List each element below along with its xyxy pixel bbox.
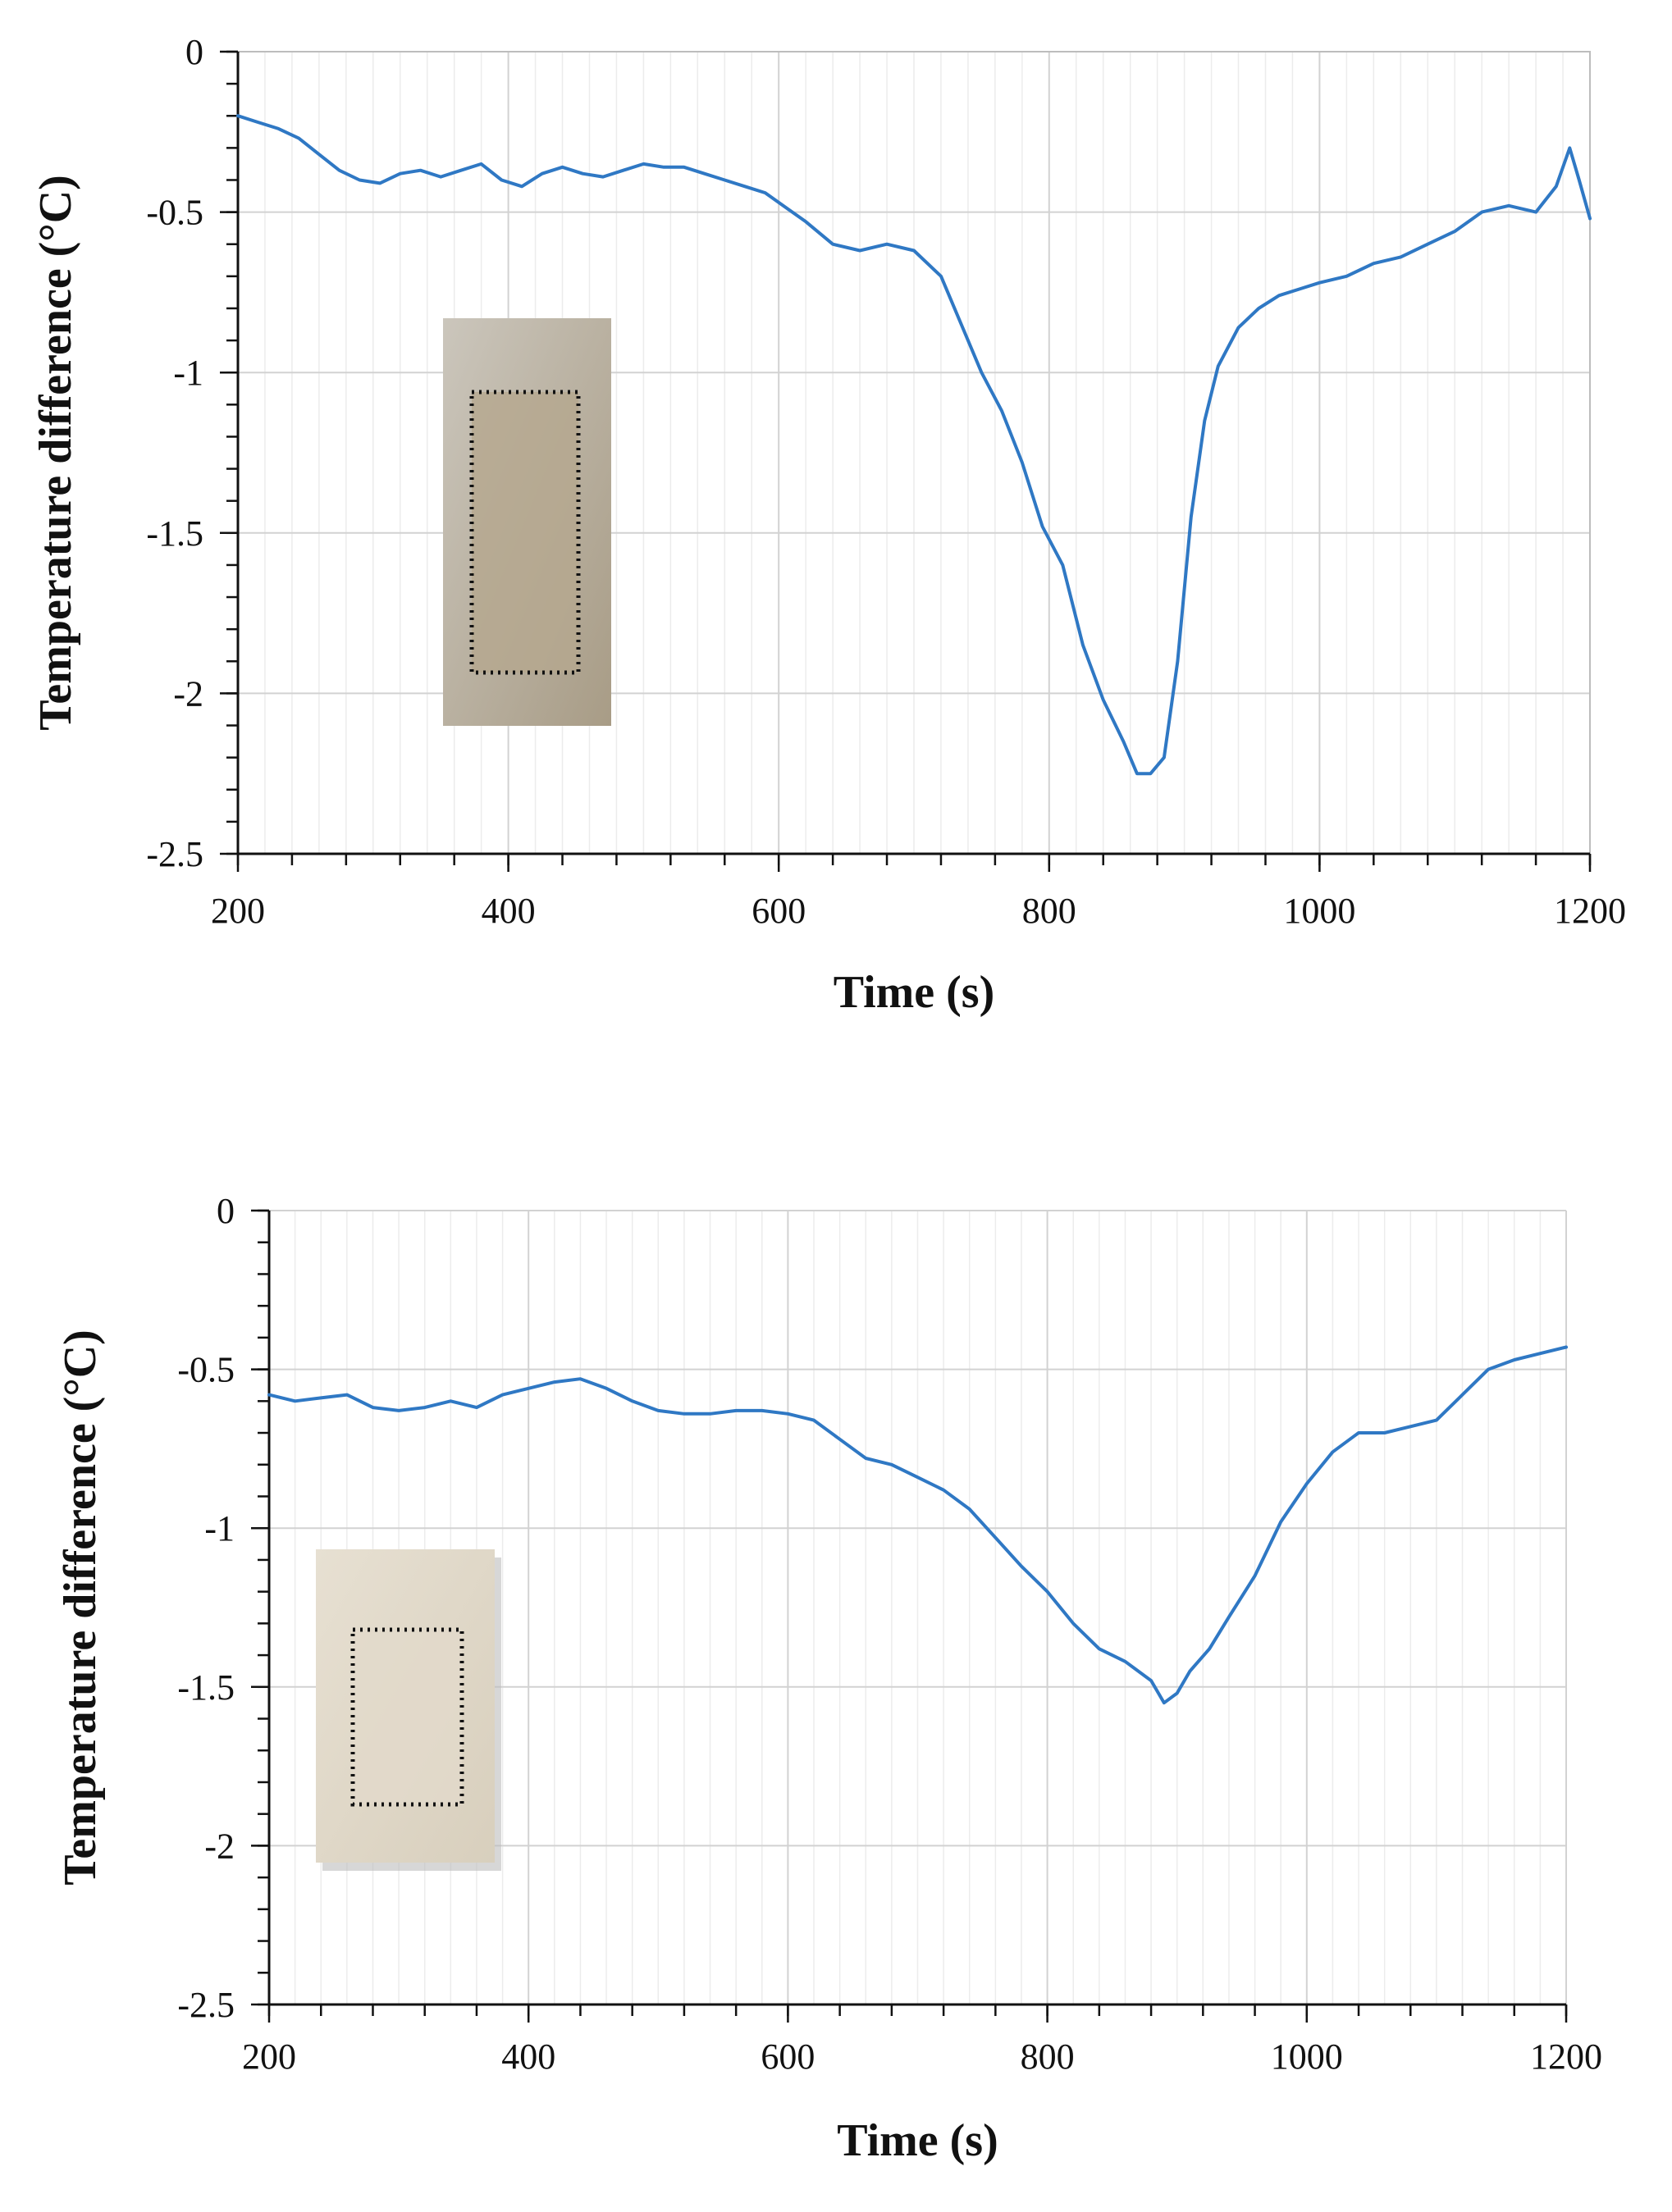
x-tick-label: 800	[1021, 2036, 1075, 2077]
series-line	[236, 114, 1592, 776]
series-line	[267, 1345, 1568, 1705]
x-tick-label: 1200	[1554, 891, 1626, 931]
x-tick-label: 400	[501, 2036, 555, 2077]
y-tick-label: -2.5	[177, 1985, 235, 2025]
x-tick-label: 1200	[1530, 2036, 1602, 2077]
y-tick-label: -2	[204, 1826, 235, 1866]
y-tick-label: 0	[185, 32, 203, 72]
metallic-sample-photo	[443, 318, 611, 726]
dotted-region-outline	[350, 1627, 464, 1807]
dotted-region-outline	[469, 390, 581, 675]
y-tick-label: -1	[173, 353, 203, 393]
paper-sample-photo	[316, 1549, 501, 1871]
x-axis-title: Time (s)	[837, 2115, 998, 2166]
x-tick-label: 1000	[1283, 891, 1355, 931]
y-tick-label: 0	[217, 1191, 235, 1231]
chart-bottom: 200 400 600 800 1000 1200 0 -0.5 -1 -1.5 -2 -2.5 Tim…	[0, 1165, 1672, 2212]
y-tick-label: -0.5	[146, 193, 203, 233]
y-tick-label: -2.5	[146, 834, 203, 874]
line-chart-bottom: 200 400 600 800 1000 1200 0 -0.5 -1 -1.5 -2 -2.5 Tim…	[55, 1191, 1602, 2166]
sample-area	[472, 392, 578, 673]
x-tick-label: 200	[242, 2036, 296, 2077]
y-tick-label: -1.5	[177, 1667, 235, 1708]
chart-top: 200 400 600 800 1000 1200 0 -0.5 -1 -1.5 -2 -2.5 Tim…	[0, 0, 1672, 1058]
x-tick-label: 800	[1022, 891, 1076, 931]
y-tick-label: -1.5	[146, 513, 203, 554]
x-axis-title: Time (s)	[834, 967, 995, 1018]
x-tick-label: 400	[482, 891, 536, 931]
y-axis-title: Temperature difference (°C)	[55, 1329, 106, 1886]
x-tick-label: 600	[751, 891, 806, 931]
x-tick-label: 1000	[1271, 2036, 1343, 2077]
y-tick-label: -2	[173, 673, 203, 714]
x-tick-label: 600	[761, 2036, 815, 2077]
x-tick-label: 200	[211, 891, 265, 931]
line-chart-top: 200 400 600 800 1000 1200 0 -0.5 -1 -1.5 -2 -2.5 Tim…	[30, 32, 1626, 1018]
y-tick-label: -0.5	[177, 1350, 235, 1390]
y-tick-label: -1	[204, 1508, 235, 1548]
sample-area	[353, 1630, 462, 1804]
y-axis-title: Temperature difference (°C)	[30, 175, 81, 731]
